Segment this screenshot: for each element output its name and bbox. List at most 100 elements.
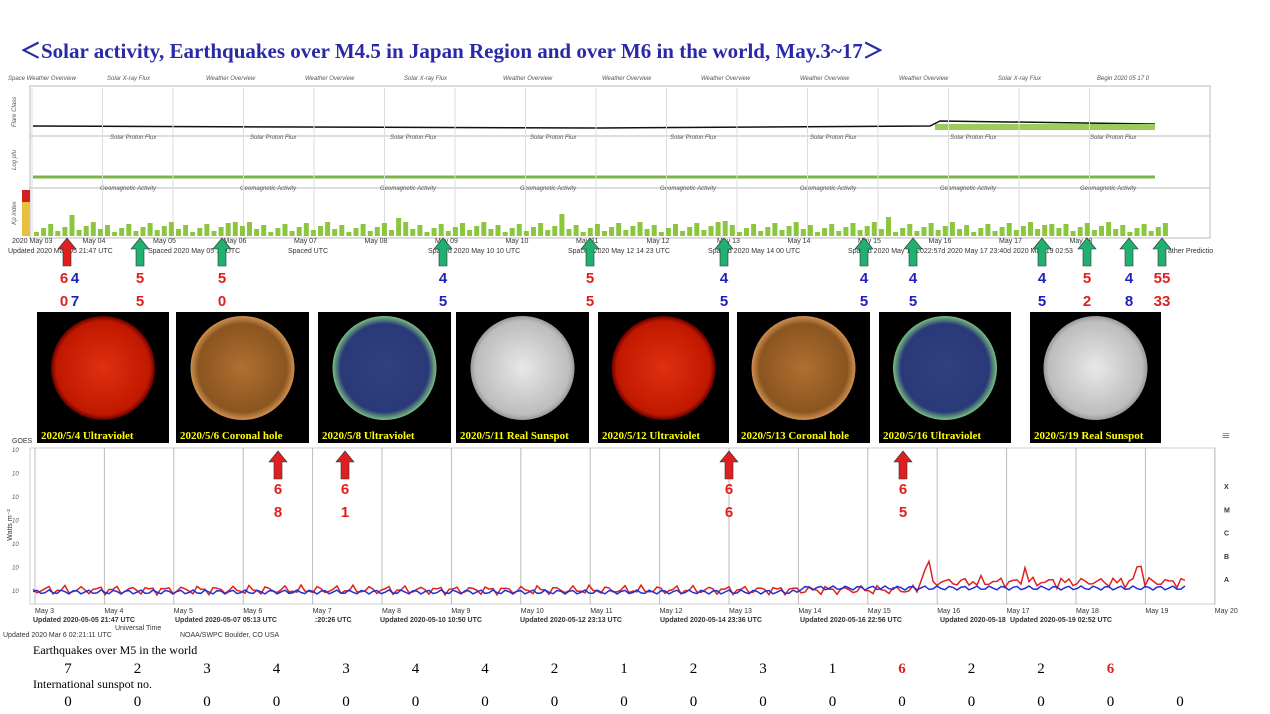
sunspot-count: 0	[203, 694, 211, 710]
arrow	[580, 237, 600, 267]
y-tick-label: 10	[12, 589, 19, 595]
arrow	[268, 450, 288, 480]
kp-bar	[424, 232, 430, 236]
sun-disk	[751, 316, 856, 420]
update-label: Updated 2020-05-10 10:50 UTC	[380, 617, 482, 624]
x-tick-label: May 20	[1215, 608, 1238, 615]
kp-bar	[630, 226, 636, 236]
x-tick-label: May 15	[858, 238, 881, 245]
panel-subheader: Geomagnetic Activity	[660, 186, 717, 192]
arrow	[1119, 237, 1139, 267]
axis-label: Log pfu	[12, 149, 18, 170]
kp-bar	[886, 217, 891, 236]
sunspot-count: 0	[273, 694, 281, 710]
kp-bar	[573, 225, 579, 236]
kp-bar	[48, 224, 54, 236]
kp-bar	[1141, 224, 1147, 236]
kp-bar	[637, 222, 643, 236]
kp-bar	[254, 229, 260, 236]
kp-bar	[1077, 227, 1083, 236]
update-label: :20:26 UTC	[315, 617, 352, 624]
world-quake-count: 6	[1107, 661, 1115, 677]
update-label: Updated 2020-05-07 05:13 UTC	[175, 617, 277, 624]
kp-bar	[133, 231, 139, 236]
kp-bar	[1113, 229, 1119, 236]
panel-subheader: Solar Proton Flux	[950, 135, 997, 141]
x-tick-label: May 16	[937, 608, 960, 615]
dynamic: Space Weather Overview Solar X-ray Flux We…	[8, 76, 1213, 710]
kp-bar	[1056, 228, 1062, 236]
kp-bar	[971, 232, 977, 236]
kp-bar	[1106, 222, 1112, 236]
kp-bar	[509, 228, 515, 236]
arrow	[714, 237, 734, 267]
arrow	[1077, 237, 1097, 267]
sunspot-count: 0	[1107, 694, 1115, 710]
kp-bar	[1091, 230, 1097, 236]
class-label: A	[1224, 577, 1229, 584]
sun-disk	[51, 316, 155, 420]
xray-trace	[32, 120, 1156, 129]
image-caption: 2020/5/12 Ultraviolet	[602, 430, 700, 442]
panel-subheader: Geomagnetic Activity	[380, 186, 437, 192]
x-tick-label: May 4	[104, 608, 123, 615]
kp-bar	[97, 229, 103, 236]
kp-bar	[119, 228, 125, 236]
panel-header: Solar X-ray Flux	[998, 76, 1042, 82]
kp-bar	[552, 226, 558, 236]
arrow	[903, 237, 923, 267]
kp-bar	[949, 222, 955, 236]
x-tick-label: May 9	[451, 608, 470, 615]
arrow	[130, 237, 150, 267]
panel-subheader: Solar Proton Flux	[390, 135, 437, 141]
kp-bar	[34, 232, 39, 236]
kp-bar	[318, 226, 323, 236]
kp-bar	[438, 224, 444, 236]
top-panel	[22, 85, 1211, 239]
kp-bar	[467, 230, 473, 236]
kp-bar	[1155, 227, 1161, 236]
sunspot-count: 0	[620, 694, 628, 710]
kp-bar	[332, 229, 338, 236]
world-quake-count: 3	[203, 661, 211, 677]
kp-bar	[1035, 229, 1041, 236]
x-tick-label: May 12	[660, 608, 683, 615]
kp-bar	[744, 228, 749, 236]
x-tick-label: May 14	[788, 238, 811, 245]
update-label: Updated 2020-05-12 23:13 UTC	[520, 617, 622, 624]
quake-magnitude: 5	[586, 293, 594, 310]
world-quake-count: 2	[968, 661, 976, 677]
quake-magnitude: 0	[60, 293, 68, 310]
kp-bar	[836, 231, 842, 236]
kp-bar	[389, 230, 394, 236]
panel-header: Weather Overview	[899, 76, 949, 82]
panel-subheader: Solar Proton Flux	[1090, 135, 1137, 141]
menu-icon[interactable]: ≡	[1222, 429, 1230, 444]
x-tick-label: May 17	[1007, 608, 1030, 615]
kp-bar	[523, 231, 529, 236]
kp-bar	[531, 227, 536, 236]
kp-bar	[310, 230, 316, 236]
kp-bar	[1006, 223, 1012, 236]
sun-disk	[611, 316, 716, 420]
kp-bar	[303, 223, 309, 236]
image-caption: 2020/5/16 Ultraviolet	[883, 430, 981, 442]
axis-label: Kp index	[12, 200, 18, 224]
kp-bar	[1120, 225, 1126, 236]
panel-header: Weather Overview	[503, 76, 553, 82]
sunspot-count: 0	[1037, 694, 1045, 710]
sunspot-count: 0	[551, 694, 559, 710]
x-tick-label: May 13	[717, 238, 740, 245]
world-quake-count: 2	[690, 661, 698, 677]
kp-bar	[545, 230, 551, 236]
kp-bar	[616, 223, 622, 236]
arrow	[57, 237, 77, 267]
kp-bar	[800, 229, 806, 236]
update-label: Updated 2020 May 05 21:47 UTC	[8, 248, 113, 255]
kp-scale	[22, 190, 30, 202]
panel-header: Begin 2020 05 17 0	[1097, 76, 1150, 82]
kp-bar	[1020, 226, 1026, 236]
world-quake-count: 2	[551, 661, 559, 677]
world-quake-count: 4	[481, 661, 489, 677]
update-label: ather Predictio	[1168, 248, 1213, 255]
